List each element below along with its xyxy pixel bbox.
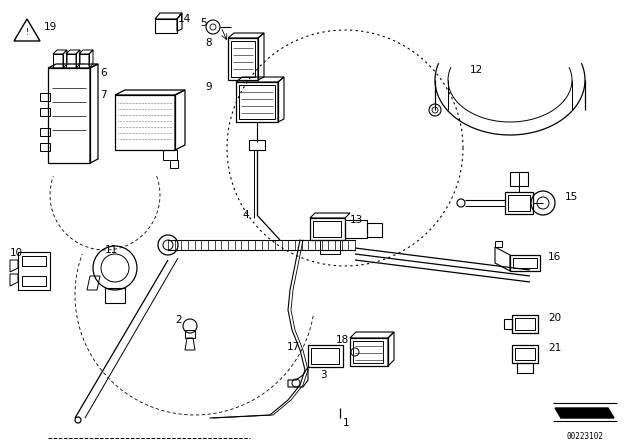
Text: 17: 17 [287,342,300,352]
Bar [320,240,340,254]
Bar [231,41,255,77]
Text: 00223102: 00223102 [566,432,604,441]
Bar [18,252,50,290]
Bar [236,82,278,122]
Bar [185,330,195,338]
Bar [239,85,275,119]
Bar [40,93,50,101]
Text: 4: 4 [242,210,248,220]
Text: 14: 14 [178,14,191,24]
Text: 7: 7 [100,90,107,100]
Bar [313,221,341,237]
Text: 15: 15 [565,192,579,202]
Text: 11: 11 [105,245,118,255]
Text: 13: 13 [350,215,364,225]
Bar [308,345,343,367]
Text: 18: 18 [336,335,349,345]
Bar [512,315,538,333]
Text: 20: 20 [548,313,561,323]
Bar [510,172,528,186]
Text: 5: 5 [200,18,207,28]
Bar [170,160,178,168]
Bar [22,276,46,286]
Text: 12: 12 [470,65,483,75]
Bar [353,341,383,363]
Bar [512,345,538,363]
Bar [515,348,535,360]
Bar [40,143,50,151]
Text: 2: 2 [175,315,182,325]
Bar [155,19,177,33]
Bar [310,218,345,240]
Bar [510,255,540,271]
Bar [22,256,46,266]
Polygon shape [555,408,614,418]
Bar [105,288,125,303]
Bar [40,128,50,136]
Bar [311,348,339,364]
Bar [228,38,258,80]
Bar [53,54,63,68]
Bar [513,258,537,268]
Bar [350,338,388,366]
Text: 8: 8 [205,38,212,48]
Text: !: ! [26,27,29,36]
Bar [367,223,382,237]
Text: 21: 21 [548,343,561,353]
Bar [48,68,90,163]
Text: 1: 1 [343,418,349,428]
Bar [505,192,533,214]
Bar [249,140,265,150]
Text: 16: 16 [548,252,561,262]
Text: 19: 19 [44,22,57,32]
Bar [79,54,89,68]
Text: 6: 6 [100,68,107,78]
Bar [345,220,367,238]
Bar [115,95,175,150]
Bar [508,195,530,211]
Text: 3: 3 [320,370,326,380]
Bar [515,318,535,330]
Bar [40,108,50,116]
Text: 10: 10 [10,248,23,258]
Bar [163,150,177,160]
Text: 9: 9 [205,82,212,92]
Bar [66,54,76,68]
